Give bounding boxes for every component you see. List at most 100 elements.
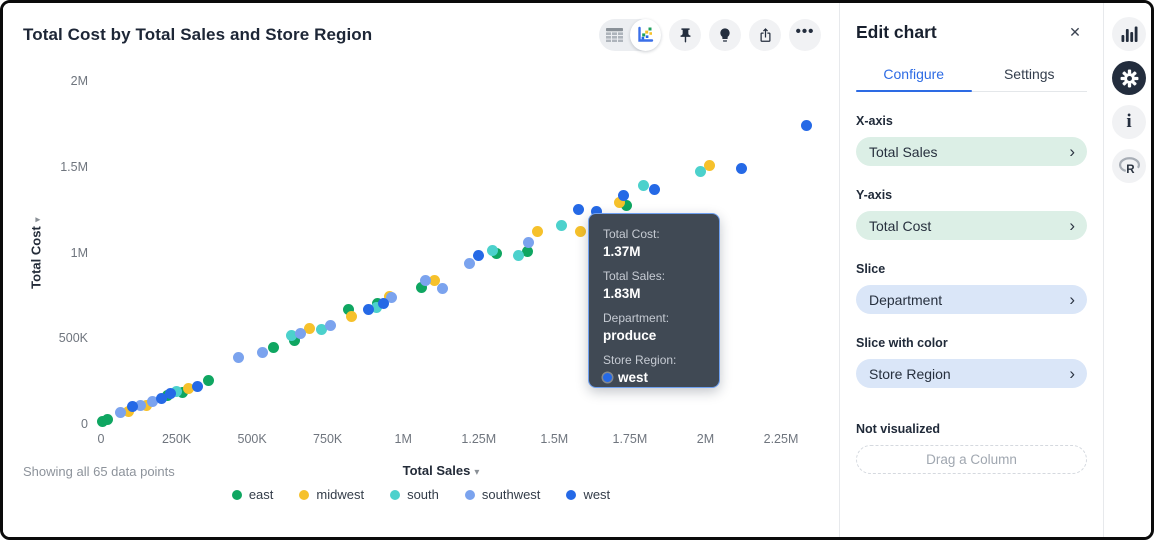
data-point-southwest[interactable] xyxy=(464,258,476,270)
data-point-midwest[interactable] xyxy=(574,226,586,238)
share-button[interactable] xyxy=(749,19,781,51)
data-point-south[interactable] xyxy=(556,220,568,232)
tab-configure[interactable]: Configure xyxy=(856,58,972,92)
data-point-midwest[interactable] xyxy=(532,226,544,238)
x-axis-pill[interactable]: Total Sales › xyxy=(856,137,1087,166)
data-point-south[interactable] xyxy=(637,180,649,192)
data-point-east[interactable] xyxy=(343,304,355,316)
field-label: Not visualized xyxy=(856,422,941,436)
data-points-status: Showing all 65 data points xyxy=(23,464,175,479)
data-point-west[interactable] xyxy=(736,162,748,174)
r-language-rail-button[interactable]: R xyxy=(1112,149,1146,183)
close-icon: ✕ xyxy=(1069,23,1081,40)
tooltip-row: Store Region: west xyxy=(603,353,705,385)
field-label: Y-axis xyxy=(856,188,893,202)
data-point-midwest[interactable] xyxy=(429,275,441,287)
data-point-southwest[interactable] xyxy=(437,283,448,294)
data-point-southwest[interactable] xyxy=(420,275,432,287)
data-point-southwest[interactable] xyxy=(134,399,146,411)
data-point-west[interactable] xyxy=(591,205,603,217)
data-point-west[interactable] xyxy=(155,392,167,404)
pin-button[interactable] xyxy=(669,19,701,51)
drag-column-dropzone[interactable]: Drag a Column xyxy=(856,445,1087,474)
data-point-south[interactable] xyxy=(171,385,183,397)
data-point-east[interactable] xyxy=(621,199,633,211)
data-point-midwest[interactable] xyxy=(613,197,625,209)
data-point-west[interactable] xyxy=(192,380,204,392)
data-point-east[interactable] xyxy=(267,342,279,354)
data-point-south[interactable] xyxy=(486,245,498,257)
data-point-midwest[interactable] xyxy=(346,311,358,323)
scatter-view-button[interactable] xyxy=(629,19,661,51)
data-point-east[interactable] xyxy=(415,282,427,294)
data-point-west[interactable] xyxy=(165,388,176,400)
data-point-west[interactable] xyxy=(648,183,660,195)
panel-header: Edit chart ✕ xyxy=(840,3,1103,44)
y-axis-pill[interactable]: Total Cost › xyxy=(856,211,1087,240)
field-label: Slice with color xyxy=(856,336,948,350)
field-slice: Slice Department › xyxy=(856,262,1087,314)
x-tick-label: 0 xyxy=(97,432,105,446)
settings-rail-button[interactable] xyxy=(1112,61,1146,95)
data-point-southwest[interactable] xyxy=(146,396,158,408)
data-point-west[interactable] xyxy=(618,190,630,202)
data-point-west[interactable] xyxy=(362,303,374,315)
data-point-southwest[interactable] xyxy=(233,352,244,364)
data-point-east[interactable] xyxy=(202,374,214,386)
data-point-south[interactable] xyxy=(695,165,707,177)
data-point-west[interactable] xyxy=(573,204,584,216)
data-point-southwest[interactable] xyxy=(115,407,127,419)
y-axis-title[interactable]: Total Cost▾ xyxy=(28,217,44,289)
slice-pill[interactable]: Department › xyxy=(856,285,1087,314)
insights-button[interactable] xyxy=(709,19,741,51)
visualization-rail-button[interactable] xyxy=(1112,17,1146,51)
y-axis-caret-icon: ▾ xyxy=(32,217,44,223)
data-point-west[interactable] xyxy=(801,120,813,132)
legend-swatch-icon xyxy=(390,489,401,500)
legend-swatch-icon xyxy=(464,489,475,500)
x-tick-label: 250K xyxy=(161,432,192,446)
tab-settings[interactable]: Settings xyxy=(1003,66,1055,82)
data-point-southwest[interactable] xyxy=(257,347,269,359)
data-point-south[interactable] xyxy=(512,249,524,261)
more-options-button[interactable]: ••• xyxy=(789,19,821,51)
legend-item-south[interactable]: south xyxy=(390,487,439,502)
data-point-southwest[interactable] xyxy=(325,319,337,331)
data-point-midwest[interactable] xyxy=(140,400,152,412)
data-point-midwest[interactable] xyxy=(304,323,316,335)
data-point-west[interactable] xyxy=(473,250,485,262)
data-point-midwest[interactable] xyxy=(183,383,195,395)
data-point-east[interactable] xyxy=(288,335,300,347)
data-point-south[interactable] xyxy=(285,330,297,342)
field-x-axis: X-axis Total Sales › xyxy=(856,114,1087,166)
legend-item-east[interactable]: east xyxy=(231,487,273,502)
data-point-southwest[interactable] xyxy=(294,327,306,339)
data-point-south[interactable] xyxy=(316,324,328,336)
tooltip-row: Department: produce xyxy=(603,311,705,343)
x-tick-label: 2M xyxy=(696,432,715,446)
data-point-east[interactable] xyxy=(101,414,113,426)
close-panel-button[interactable]: ✕ xyxy=(1063,20,1087,44)
data-point-southwest[interactable] xyxy=(523,236,535,248)
panel-title: Edit chart xyxy=(856,21,937,42)
data-point-west[interactable] xyxy=(378,298,390,310)
pin-icon xyxy=(680,27,690,43)
legend-item-midwest[interactable]: midwest xyxy=(299,487,364,502)
data-point-southwest[interactable] xyxy=(385,292,397,304)
data-point-east[interactable] xyxy=(177,386,189,398)
data-point-midwest[interactable] xyxy=(704,160,716,172)
data-point-south[interactable] xyxy=(370,301,382,313)
data-point-midwest[interactable] xyxy=(122,405,134,417)
tooltip-value: produce xyxy=(603,328,657,343)
field-label: Slice xyxy=(856,262,886,276)
x-axis-title[interactable]: Total Sales ▾ xyxy=(402,463,480,478)
legend-item-southwest[interactable]: southwest xyxy=(464,487,540,502)
legend-swatch-icon xyxy=(299,489,310,500)
info-rail-button[interactable]: i xyxy=(1112,105,1146,139)
legend-item-west[interactable]: west xyxy=(566,487,610,502)
slice-with-color-pill[interactable]: Store Region › xyxy=(856,359,1087,388)
x-tick-label: 1.25M xyxy=(461,432,497,446)
data-point-west[interactable] xyxy=(127,401,139,413)
table-view-button[interactable] xyxy=(599,19,630,51)
data-point-east[interactable] xyxy=(521,246,533,258)
